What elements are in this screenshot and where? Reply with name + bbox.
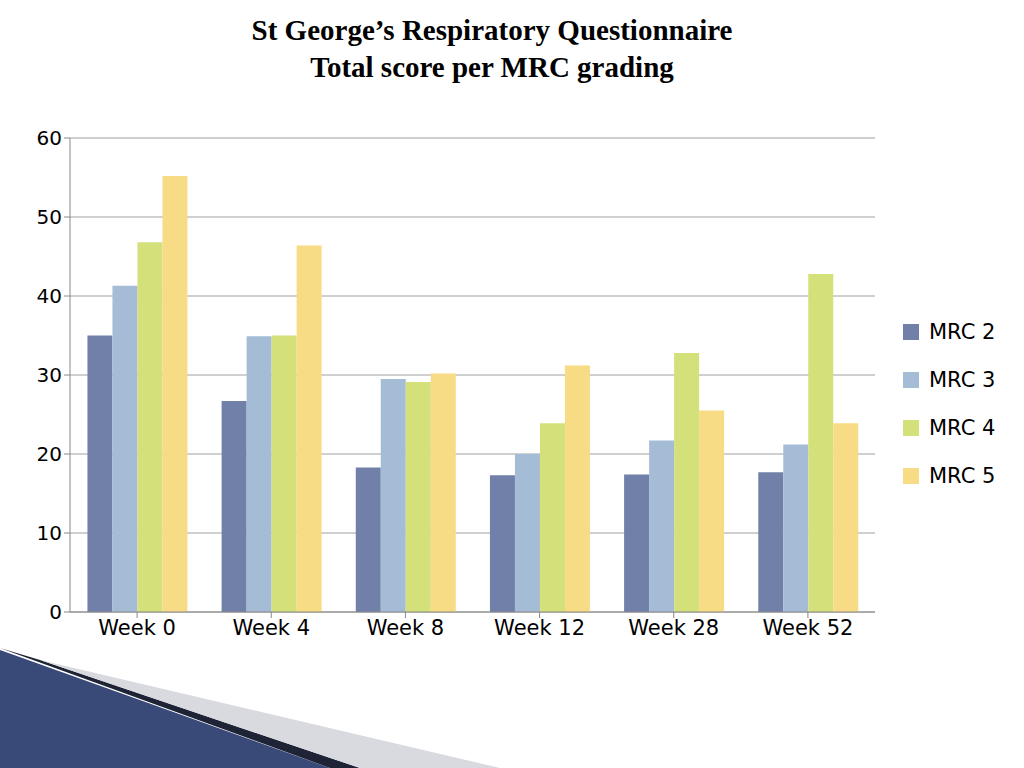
svg-text:Week 8: Week 8 [367, 616, 445, 640]
svg-text:30: 30 [37, 363, 62, 387]
svg-text:0: 0 [49, 600, 62, 624]
html-text:MRC 2: MRC 2 [929, 320, 996, 344]
svg-text:60: 60 [37, 126, 62, 150]
svg-text:Week 52: Week 52 [762, 616, 853, 640]
svg-text:40: 40 [37, 284, 62, 308]
svg-text:Week 12: Week 12 [494, 616, 585, 640]
html-text:MRC 3: MRC 3 [929, 368, 996, 392]
html-text:St George’s Respiratory Questi: St George’s Respiratory Questionnaire [251, 14, 733, 46]
svg-text:20: 20 [37, 442, 62, 466]
html-text:MRC 4: MRC 4 [929, 416, 996, 440]
html-text:Total score per MRC grading: Total score per MRC grading [310, 51, 674, 83]
svg-text:10: 10 [37, 521, 62, 545]
svg-text:Week 0: Week 0 [98, 616, 176, 640]
svg-text:50: 50 [37, 205, 62, 229]
svg-text:Week 28: Week 28 [628, 616, 719, 640]
html-text:MRC 5: MRC 5 [929, 464, 996, 488]
svg-text:Week 4: Week 4 [232, 616, 310, 640]
